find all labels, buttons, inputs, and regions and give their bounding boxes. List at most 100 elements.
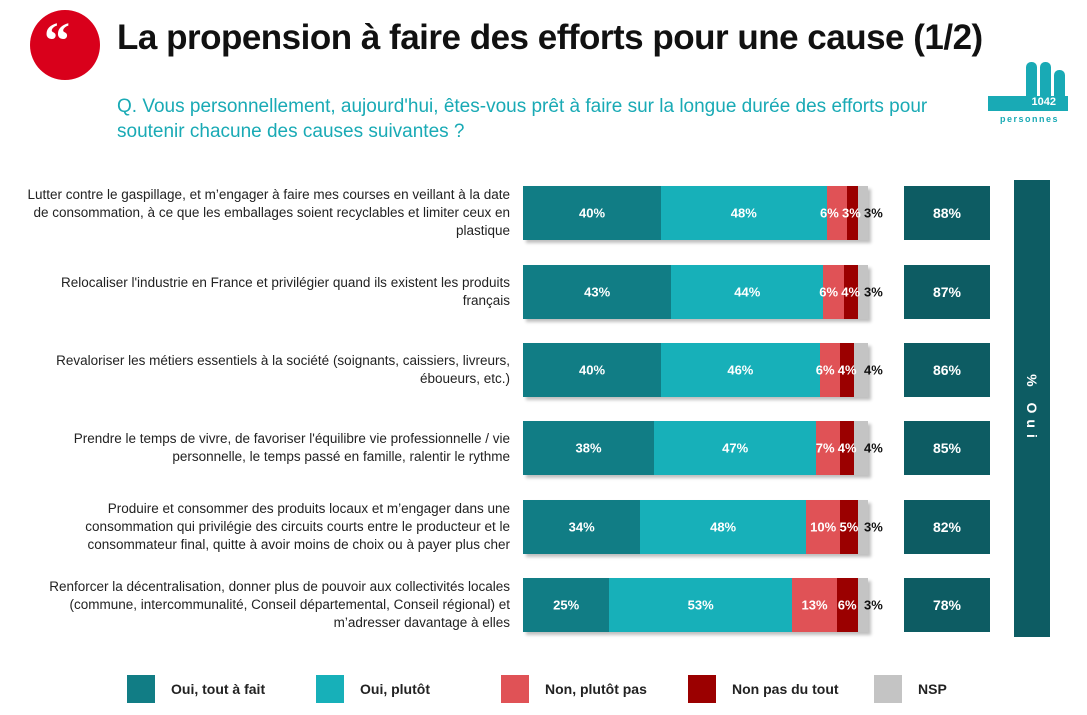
legend-label: Non pas du tout	[732, 681, 839, 697]
category-label: Renforcer la décentralisation, donner pl…	[49, 579, 510, 630]
data-label: 48%	[710, 519, 737, 535]
legend-item: Oui, tout à fait	[127, 675, 265, 703]
category-label: Produire et consommer des produits locau…	[85, 501, 510, 552]
category-label: Relocaliser l'industrie en France et pri…	[60, 275, 510, 308]
data-label: 3%	[864, 284, 883, 300]
total-oui: 86%	[904, 343, 990, 397]
category-label: Prendre le temps de vivre, de favoriser …	[73, 431, 510, 464]
data-label: 3%	[864, 597, 883, 613]
data-label: 3%	[864, 205, 883, 221]
bar-segment	[836, 578, 858, 632]
data-label: 5%	[839, 519, 859, 535]
stacked-bar: 38% 47% 7% 4% 4%	[523, 421, 883, 475]
bar-segment	[857, 186, 868, 240]
legend-label: Oui, tout à fait	[171, 681, 266, 697]
category-label: Lutter contre le gaspillage, et m’engage…	[27, 187, 510, 238]
bar-segment	[661, 343, 820, 397]
bar-segment	[816, 421, 841, 475]
bar-segment	[805, 500, 841, 554]
data-label: 4%	[837, 362, 857, 378]
data-label: 47%	[722, 440, 749, 456]
quote-logo-icon: “	[30, 10, 100, 80]
category-label-wrap: Revaloriser les métiers essentiels à la …	[20, 332, 510, 408]
stacked-bar: 34% 48% 10% 5% 3%	[523, 500, 883, 554]
data-label: 40%	[579, 205, 606, 221]
legend-item: Non pas du tout	[688, 675, 839, 703]
bar-segment	[661, 186, 827, 240]
legend-item: Oui, plutôt	[316, 675, 430, 703]
legend-swatch	[501, 675, 529, 703]
bar-segment	[523, 421, 655, 475]
bar-segment	[792, 578, 837, 632]
total-oui: 78%	[904, 578, 990, 632]
data-label: 3%	[842, 205, 861, 221]
category-label-wrap: Prendre le temps de vivre, de favoriser …	[20, 410, 510, 486]
stacked-bar: 25% 53% 13% 6% 3%	[523, 578, 883, 632]
sample-count: 1042	[988, 96, 1068, 111]
legend-label: NSP	[918, 681, 947, 697]
total-oui: 88%	[904, 186, 990, 240]
bar-segment	[640, 500, 806, 554]
data-label: 34%	[568, 519, 595, 535]
bar-segment	[671, 265, 824, 319]
legend-label: Non, plutôt pas	[545, 681, 647, 697]
category-label-wrap: Produire et consommer des produits locau…	[20, 489, 510, 565]
bar-segment	[843, 265, 858, 319]
legend-swatch	[316, 675, 344, 703]
bar-segment	[819, 343, 841, 397]
data-label: 6%	[837, 597, 857, 613]
bar-segment	[857, 500, 868, 554]
bar-segment	[854, 343, 868, 397]
data-label: 6%	[819, 284, 839, 300]
data-label: 4%	[864, 362, 883, 378]
person-icon	[1040, 62, 1051, 96]
data-label: 38%	[575, 440, 602, 456]
bar-segment	[840, 500, 858, 554]
sample-label: personnes	[1000, 114, 1060, 124]
data-label: 40%	[579, 362, 606, 378]
category-label-wrap: Lutter contre le gaspillage, et m’engage…	[20, 175, 510, 251]
data-label: 53%	[687, 597, 714, 613]
stacked-bar: 40% 48% 6% 3% 3%	[523, 186, 883, 240]
data-label: 13%	[801, 597, 828, 613]
data-label: 3%	[864, 519, 883, 535]
data-label: 4%	[864, 440, 883, 456]
category-label-wrap: Renforcer la décentralisation, donner pl…	[20, 567, 510, 643]
bar-segment	[857, 578, 868, 632]
data-label: 4%	[841, 284, 861, 300]
data-label: 48%	[730, 205, 757, 221]
stacked-bar: 43% 44% 6% 4% 3%	[523, 265, 883, 319]
bar-segment	[523, 500, 641, 554]
data-label: 6%	[820, 205, 839, 221]
bar-segment	[826, 186, 848, 240]
person-icon	[1054, 70, 1065, 96]
total-oui: 87%	[904, 265, 990, 319]
category-label-wrap: Relocaliser l'industrie en France et pri…	[20, 254, 510, 330]
bar-segment	[857, 265, 868, 319]
bar-segment	[523, 186, 661, 240]
legend-item: Non, plutôt pas	[501, 675, 647, 703]
totals-header: % Oui	[1014, 180, 1050, 637]
sample-size-badge: 1042 personnes	[988, 62, 1068, 127]
bar-segment	[523, 265, 672, 319]
data-label: 6%	[815, 362, 835, 378]
legend-label: Oui, plutôt	[360, 681, 430, 697]
bar-segment	[854, 421, 868, 475]
bar-segment	[840, 343, 855, 397]
data-label: 10%	[810, 519, 837, 535]
legend-swatch	[127, 675, 155, 703]
total-oui: 82%	[904, 500, 990, 554]
bar-segment	[609, 578, 793, 632]
bar-segment	[654, 421, 817, 475]
data-label: 43%	[584, 284, 611, 300]
bar-segment	[840, 421, 855, 475]
bar-segment	[847, 186, 858, 240]
data-label: 25%	[553, 597, 580, 613]
data-label: 44%	[734, 284, 761, 300]
total-oui: 85%	[904, 421, 990, 475]
data-label: 7%	[815, 440, 835, 456]
person-icon	[1026, 62, 1037, 96]
stacked-bar: 40% 46% 6% 4% 4%	[523, 343, 883, 397]
bar-segment	[523, 343, 661, 397]
data-label: 46%	[727, 362, 754, 378]
